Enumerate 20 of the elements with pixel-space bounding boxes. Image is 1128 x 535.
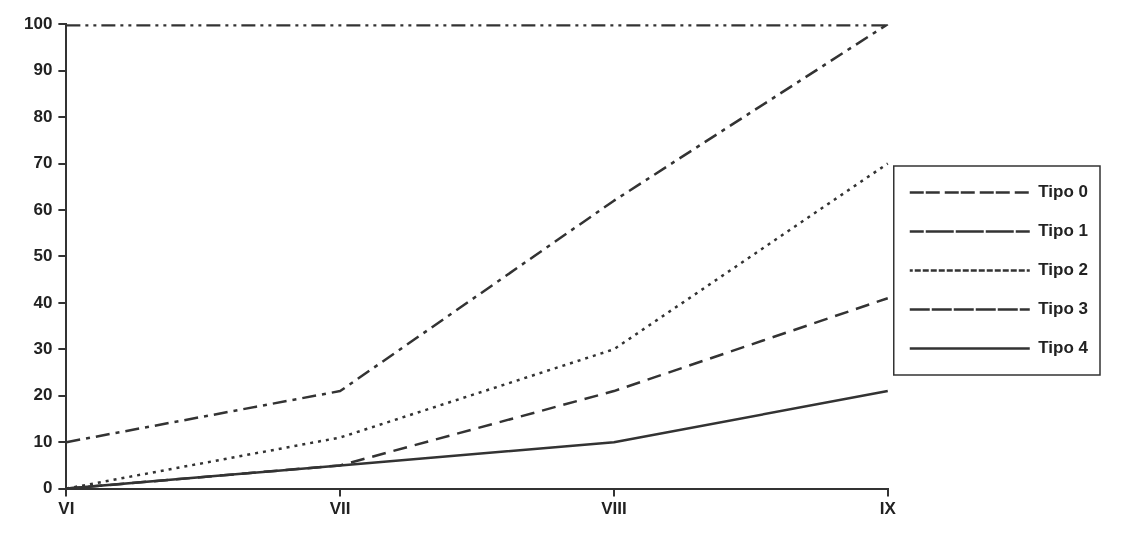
y-tick-label: 20 [33,385,53,405]
text: Tipo 1 [1038,221,1088,241]
text: Tipo 2 [1038,260,1088,280]
y-tick-label: 30 [33,338,53,358]
x-tick-label: IX [879,499,897,519]
y-tick-label: 40 [33,292,53,312]
y-tick-label: 10 [33,431,53,451]
y-tick-label: 100 [23,13,53,33]
text: Tipo 0 [1038,182,1088,202]
text: Tipo 4 [1038,338,1089,358]
y-tick-label: 80 [33,106,53,126]
y-tick-label: 50 [33,246,53,266]
y-tick-label: 60 [33,199,53,219]
x-tick-label: VI [58,499,75,519]
y-tick-label: 90 [33,60,53,80]
text: Tipo 3 [1038,299,1088,319]
y-tick-label: 0 [42,478,53,498]
x-tick-label: VII [329,499,351,519]
y-tick-label: 70 [33,153,53,173]
x-tick-label: VIII [601,499,627,519]
